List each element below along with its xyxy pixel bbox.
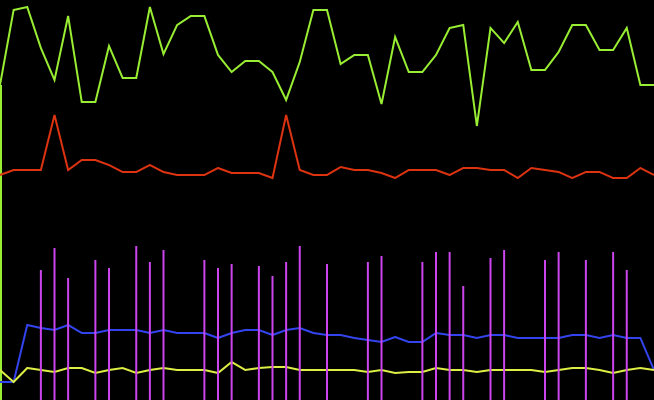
line-series <box>0 5 654 127</box>
line-series <box>0 114 654 180</box>
